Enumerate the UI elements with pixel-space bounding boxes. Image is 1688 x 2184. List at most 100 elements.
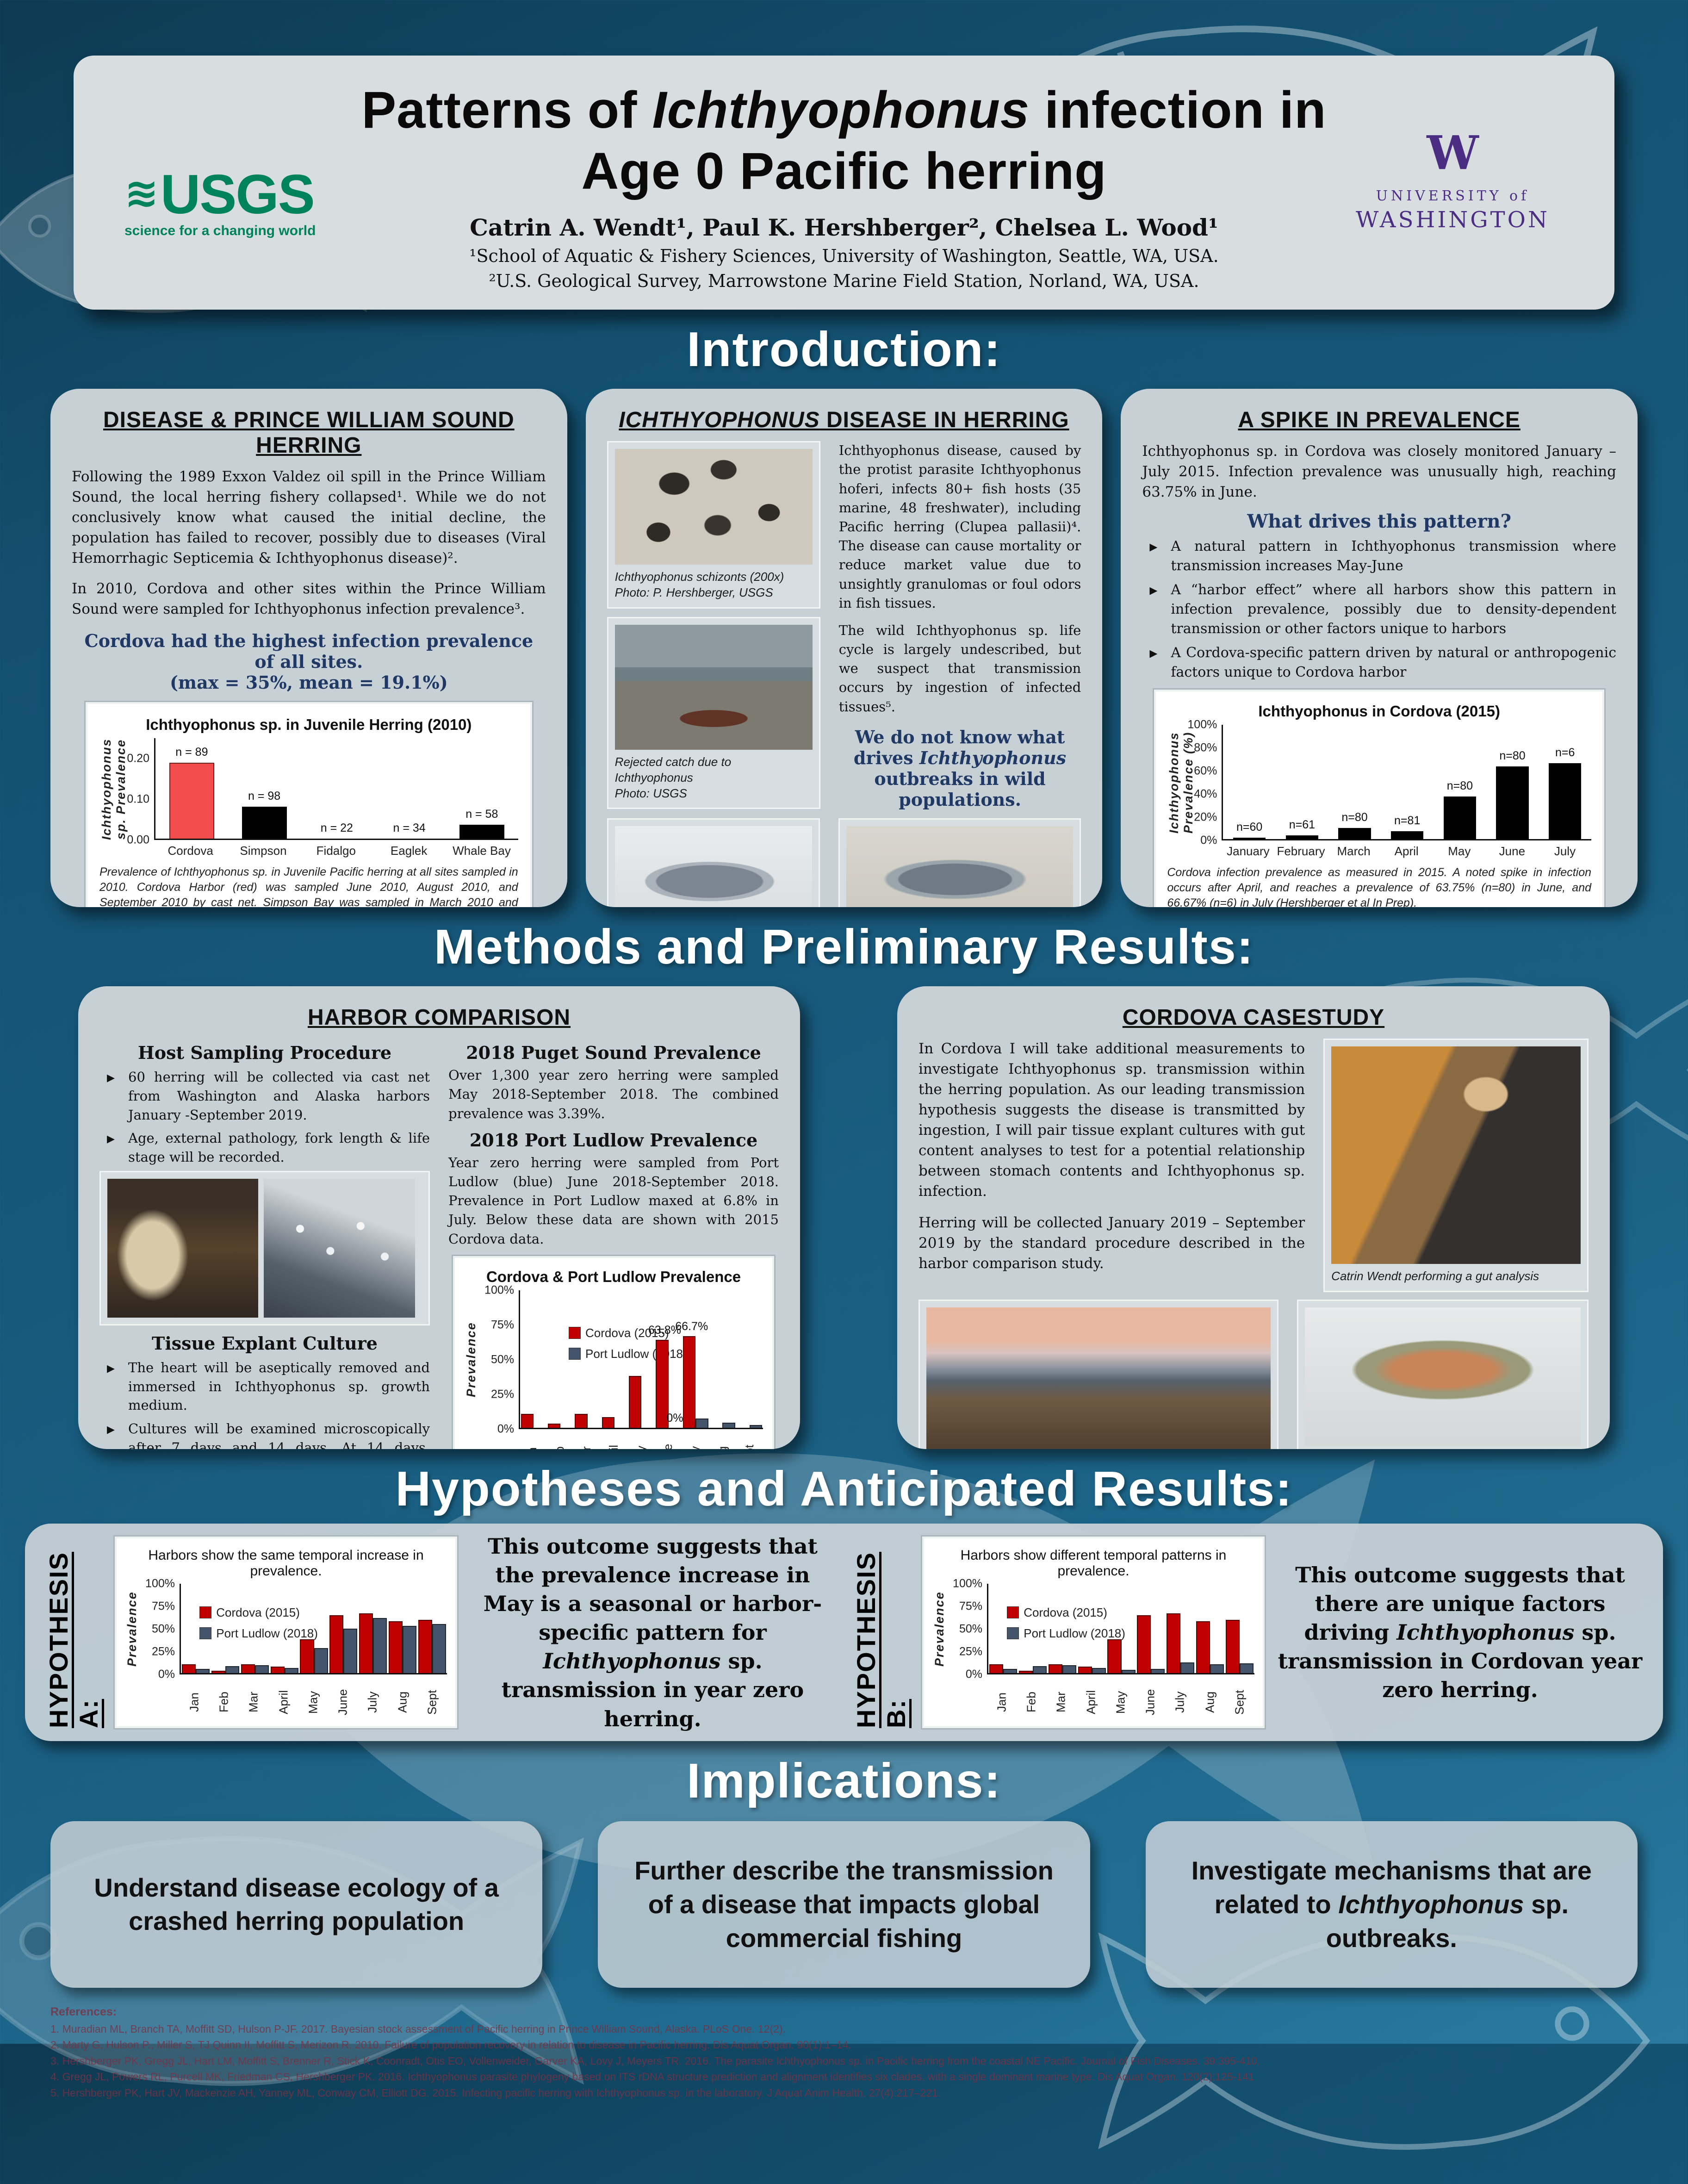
question-heading: What drives this pattern? (1247, 510, 1512, 533)
panel-harbor-comparison: HARBOR COMPARISON Host Sampling Procedur… (78, 986, 800, 1450)
paragraph: Year zero herring were sampled from Port… (448, 1154, 779, 1247)
paragraph: Ichthyophonus disease, caused by the pro… (838, 442, 1081, 611)
bar (575, 1414, 588, 1428)
bar (1196, 1621, 1210, 1674)
x-tick-label: March (1337, 844, 1371, 859)
panel-cordova-casestudy: CORDOVA CASESTUDY In Cordova I will take… (897, 986, 1610, 1450)
chart-y-axis: 0% 20% 40% 60% 80% 100% (1187, 718, 1217, 847)
bar (270, 1666, 285, 1674)
bar (1092, 1668, 1106, 1674)
x-tick-label: January (1227, 844, 1270, 859)
chart-bar-group (709, 1290, 736, 1428)
uw-washington: WASHINGTON (1355, 207, 1550, 233)
bar (403, 1626, 417, 1674)
bar (284, 1668, 298, 1674)
bar (1048, 1664, 1062, 1674)
bar (1548, 763, 1582, 840)
x-tick-label: Simpson (240, 844, 287, 858)
authors: Catrin A. Wendt¹, Paul K. Hershberger², … (470, 214, 1218, 242)
panel-spike-in-prevalence: A SPIKE IN PREVALENCE Ichthyophonus sp. … (1121, 389, 1638, 908)
reference-item: 5. Hershberger PK, Hart JV, Mackenzie AH… (50, 2086, 941, 2099)
bar (389, 1621, 403, 1674)
section-heading-methods: Methods and Preliminary Results: (434, 920, 1254, 975)
chart-bar-group (358, 1584, 388, 1674)
usgs-logo-text: USGS (160, 163, 315, 225)
reference-item: 3. Hershberger PK, Gregg JL, Hart LM, Mo… (50, 2054, 1260, 2067)
figure-sampling-photos (99, 1171, 430, 1326)
chart-bar-group (329, 1584, 358, 1674)
paragraph: In 2010, Cordova and other sites within … (72, 580, 546, 618)
affiliation-2: ²U.S. Geological Survey, Marrowstone Mar… (489, 271, 1199, 292)
bar (314, 1648, 328, 1674)
x-tick-label: June (1143, 1689, 1157, 1716)
chart-title: Harbors show different temporal patterns… (960, 1548, 1227, 1579)
panel-heading: CORDOVA CASESTUDY (1122, 1005, 1385, 1030)
bar (181, 1664, 196, 1674)
implication-box-3: Investigate mechanisms that are related … (1145, 1821, 1638, 1988)
panel-ichthyophonus-disease: ICHTHYOPHONUS DISEASE IN HERRING Ichthyo… (585, 389, 1103, 908)
chart-bar-group (1225, 1584, 1254, 1674)
x-tick-label: Jan (519, 1433, 546, 1450)
bar (195, 1668, 210, 1674)
x-tick-label: February (1277, 844, 1325, 859)
legend-entry: Port Ludlow (2018) (199, 1626, 318, 1641)
bar (1226, 1619, 1240, 1674)
bar (602, 1417, 615, 1428)
figure-uninfected-herring: Uninfected Pacific herring Photo: Gulf W… (607, 818, 820, 908)
bar (1003, 1668, 1017, 1674)
chart-y-axis: 0% 25% 50% 75% 100% (145, 1577, 175, 1681)
panel-hypotheses: HYPOTHESIS A: Harbors show the same temp… (25, 1524, 1663, 1742)
chart-x-axis: January February March April May June July (1222, 844, 1591, 859)
chart-title: Ichthyophonus sp. in Juvenile Herring (2… (146, 716, 472, 734)
panel-heading: ICHTHYOPHONUS DISEASE IN HERRING (619, 408, 1069, 433)
chart-y-axis-label: Prevalence (125, 1592, 139, 1667)
chart-bar-group (181, 1584, 211, 1674)
figure-rejected-catch: Rejected catch due to Ichthyophonus Phot… (607, 616, 820, 809)
x-tick-label: April (600, 1433, 627, 1450)
chart-plot-area: Cordova (2015) Port Ludlow (2018) 63.8% 0% 6… (519, 1290, 763, 1429)
bullet-item: 60 herring will be collected via cast ne… (104, 1067, 430, 1124)
bullet-item: A Cordova-specific pattern driven by nat… (1147, 642, 1616, 682)
chart-cordova-2015: Ichthyophonus in Cordova (2015) Ichthyoph… (1167, 703, 1592, 859)
panel-heading: A SPIKE IN PREVALENCE (1238, 408, 1520, 433)
uw-university-of: UNIVERSITY of (1376, 188, 1530, 204)
x-tick-label: April (1084, 1690, 1098, 1715)
bar (1443, 796, 1477, 840)
chart-title: Cordova & Port Ludlow Prevalence (486, 1268, 741, 1285)
x-tick-label: July (1173, 1692, 1187, 1713)
x-tick-label: Jan (187, 1692, 201, 1712)
x-tick-label: Sept (425, 1690, 439, 1715)
subsection-heading: 2018 Port Ludlow Prevalence (469, 1129, 758, 1151)
chart-bar-group: 63.8% 0% (648, 1290, 683, 1428)
chart-bar-group (1107, 1584, 1136, 1674)
chart-y-axis-label: Prevalence (932, 1592, 946, 1667)
bar (1032, 1666, 1047, 1674)
trout-body-cavity-photo (1305, 1307, 1581, 1447)
chart-bar-group (736, 1290, 763, 1428)
chart-plot-area: Cordova (2015) Port Ludlow (2018) (180, 1584, 447, 1675)
x-tick-label: Feb (217, 1692, 231, 1713)
figure-cordova-2015-chart: Ichthyophonus in Cordova (2015) Ichthyoph… (1153, 688, 1606, 908)
bar (1240, 1663, 1254, 1674)
bar (241, 1664, 255, 1674)
implication-box-2: Further describe the transmission of a d… (598, 1821, 1090, 1988)
chart-legend: Cordova (2015) Port Ludlow (2018) (1007, 1605, 1125, 1641)
x-tick-label: Cordova (168, 844, 213, 858)
x-tick-label: April (276, 1690, 291, 1715)
chart-juvenile-herring-2010: Ichthyophonus sp. in Juvenile Herring (2… (99, 716, 518, 858)
figure-rainbow-trout: Body cavity of an infected Rainbow trout… (1297, 1300, 1589, 1450)
figure-cordova-alaska: Cordova, Alaska (918, 1300, 1279, 1450)
bar (459, 825, 504, 839)
bar (432, 1624, 447, 1674)
chart-plot-area: n = 89 n = 98 n = 22 n = 34 n = 58 (154, 738, 518, 840)
sample-vials-photo (264, 1179, 415, 1318)
chart-y-axis: 0% 25% 50% 75% 100% (484, 1283, 514, 1436)
x-tick-label: Sept (1232, 1690, 1247, 1715)
schizonts-photo (614, 449, 813, 565)
paragraph: Following the 1989 Exxon Valdez oil spil… (72, 468, 546, 567)
usgs-tagline: science for a changing world (124, 223, 316, 238)
bar (629, 1376, 642, 1428)
bar (722, 1423, 735, 1428)
subsection-heading: 2018 Puget Sound Prevalence (466, 1042, 761, 1064)
panel-heading: DISEASE & PRINCE WILLIAM SOUND HERRING (103, 408, 515, 458)
